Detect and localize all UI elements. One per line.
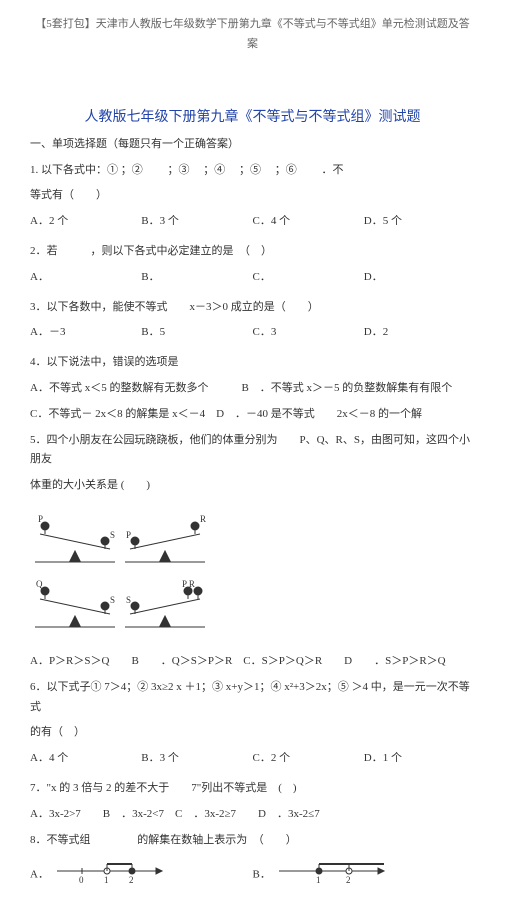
q2-opt-a: A． (30, 268, 141, 288)
q7-options: A．3x-2>7 B ．3x-2<7 C ．3x-2≥7 D ．3x-2≤7 (30, 805, 475, 825)
q1-opt-c: C．4 个 (253, 212, 364, 232)
tick-0: 0 (79, 875, 84, 885)
q2-opt-d: D． (364, 268, 475, 288)
svg-text:S: S (126, 595, 131, 605)
doc-title: 人教版七年级下册第九章《不等式与不等式组》测试题 (30, 105, 475, 130)
q2-stem: 2．若 ，则以下各式中必定建立的是 （ ） (30, 242, 475, 262)
q2-opt-b: B． (141, 268, 252, 288)
q2-options: A． B． C． D． (30, 268, 475, 288)
q5-line2: 体重的大小关系是 ( ) (30, 476, 475, 496)
q1-opt-b: B．3 个 (141, 212, 252, 232)
q6-opt-a: A．4 个 (30, 749, 141, 769)
q6-line2: 的有（ ） (30, 723, 475, 743)
q1-text-g: ．不 (322, 164, 344, 176)
section-heading: 一、单项选择题（每题只有一个正确答案） (30, 135, 475, 155)
seesaw-svg: P S P R Q S S P R (30, 504, 210, 644)
q4-opt-cd: C．不等式－ 2x＜8 的解集是 x＜－4 D ．－40 是不等式 2x＜－8 … (30, 405, 475, 425)
q3-opt-a: A．－3 (30, 323, 141, 343)
numberline-b: 1 2 (274, 856, 394, 894)
q1-text-d: ；④ (203, 164, 225, 176)
svg-text:P: P (126, 530, 131, 540)
q3-options: A．－3 B．5 C．3 D．2 (30, 323, 475, 343)
q3-stem: 3．以下各数中，能使不等式 x－3＞0 成立的是（ ） (30, 298, 475, 318)
q5-stem: 5．四个小朋友在公园玩跷跷板，他们的体重分别为 P、Q、R、S，由图可知，这四个… (30, 431, 475, 471)
q8-options-row: A． 0 1 2 B． (30, 856, 475, 894)
q6-opt-c: C．2 个 (253, 749, 364, 769)
q8-opt-a-label: A． (30, 869, 49, 881)
q1-text-f: ；⑥ (275, 164, 297, 176)
tick-2: 2 (129, 875, 134, 885)
numberline-a: 0 1 2 (52, 856, 172, 894)
q1-stem: 1. 以下各式中：① ；② ；③ ；④ ；⑤ ；⑥ ．不 (30, 161, 475, 181)
q1-opt-a: A．2 个 (30, 212, 141, 232)
q8-text-b: 的解集在数轴上表示为 （ ） (137, 834, 297, 846)
q6-text-a: 6．以下式子① 7＞4；② 3x≥2 x ＋1；③ x+y＞1；④ x²+3＞2… (30, 681, 349, 693)
q1-line2: 等式有（ ） (30, 186, 475, 206)
svg-text:Q: Q (36, 579, 43, 589)
q5-options: A．P＞R＞S＞Q B ．Q＞S＞P＞R C．S＞P＞Q＞R D ．S＞P＞R＞… (30, 652, 475, 672)
q1-options: A．2 个 B．3 个 C．4 个 D．5 个 (30, 212, 475, 232)
numberline-b-svg: 1 2 (274, 856, 394, 886)
seesaw-figure: P S P R Q S S P R (30, 504, 475, 644)
q8-opt-b-label: B． (253, 869, 271, 881)
tick-b1: 1 (316, 875, 321, 885)
q6-options: A．4 个 B．3 个 C．2 个 D．1 个 (30, 749, 475, 769)
q1-text-e: ；⑤ (239, 164, 261, 176)
q3-opt-c: C．3 (253, 323, 364, 343)
q2-opt-c: C． (253, 268, 364, 288)
q1-text-c: ；③ (168, 164, 190, 176)
doc-header: 【5套打包】天津市人教版七年级数学下册第九章《不等式与不等式组》单元检测试题及答… (30, 15, 475, 55)
q3-opt-b: B．5 (141, 323, 252, 343)
q6-opt-b: B．3 个 (141, 749, 252, 769)
svg-text:R: R (200, 514, 206, 524)
q8-stem: 8．不等式组 的解集在数轴上表示为 （ ） (30, 831, 475, 851)
q1-opt-d: D．5 个 (364, 212, 475, 232)
q8-text-a: 8．不等式组 (30, 834, 91, 846)
q4-stem: 4．以下说法中，错误的选项是 (30, 353, 475, 373)
q6-stem: 6．以下式子① 7＞4；② 3x≥2 x ＋1；③ x+y＞1；④ x²+3＞2… (30, 678, 475, 718)
svg-text:S: S (110, 595, 115, 605)
svg-text:S: S (110, 530, 115, 540)
q4-opt-ab: A．不等式 x＜5 的整数解有无数多个 B ．不等式 x＞－5 的负整数解集有有… (30, 379, 475, 399)
svg-text:P R: P R (182, 579, 195, 589)
svg-text:P: P (38, 514, 43, 524)
q7-stem: 7．"x 的 3 倍与 2 的差不大于 7"列出不等式是 ( ) (30, 779, 475, 799)
numberline-a-svg: 0 1 2 (52, 856, 172, 886)
q1-text-b: ；② (121, 164, 143, 176)
q1-text-a: 1. 以下各式中：① (30, 164, 118, 176)
q3-opt-d: D．2 (364, 323, 475, 343)
q6-opt-d: D．1 个 (364, 749, 475, 769)
tick-b2: 2 (346, 875, 351, 885)
tick-1: 1 (104, 875, 109, 885)
